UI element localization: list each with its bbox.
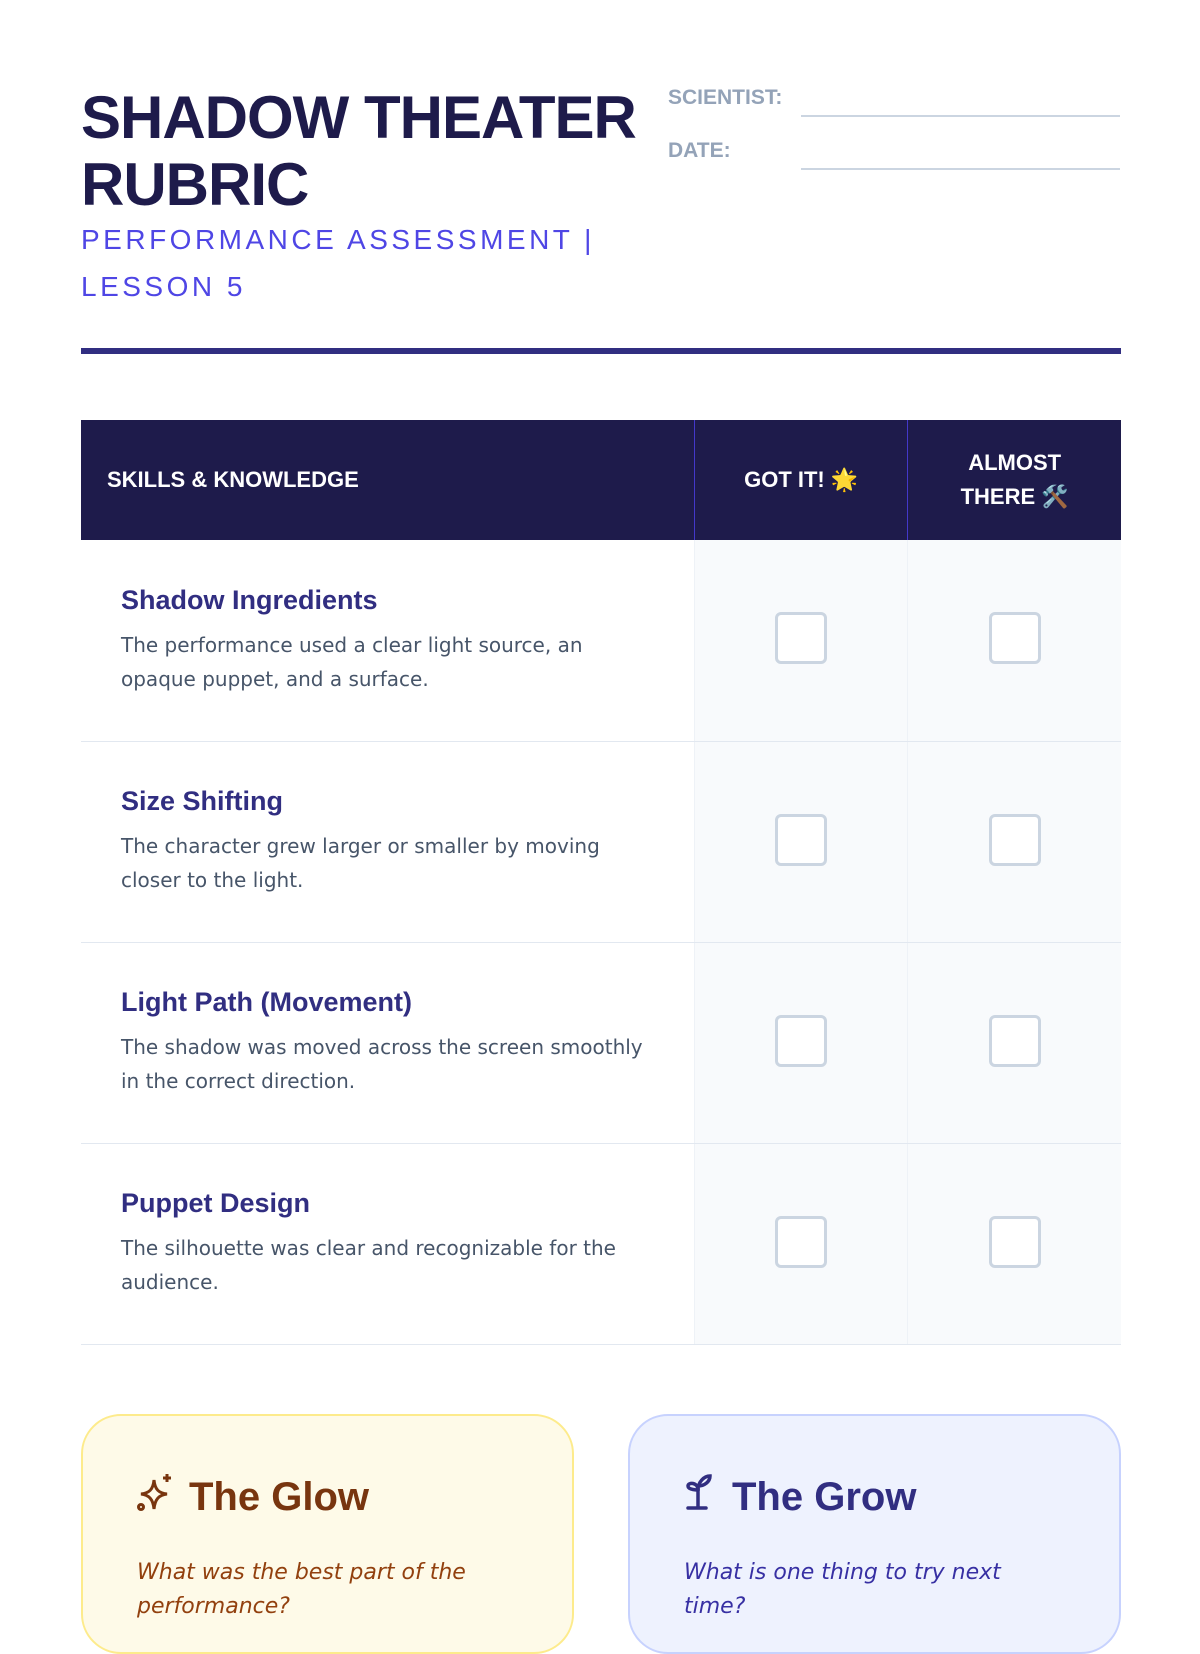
scientist-field[interactable]: SCIENTIST: — [668, 86, 1120, 117]
table-row: Shadow Ingredients The performance used a… — [81, 540, 1121, 742]
date-label: DATE: — [668, 139, 731, 162]
scientist-label: SCIENTIST: — [668, 86, 783, 109]
criterion-description: The character grew larger or smaller by … — [121, 834, 600, 892]
sparkles-icon — [137, 1472, 175, 1522]
header-divider — [81, 348, 1121, 354]
glow-prompt: What was the best part of the performanc… — [137, 1560, 466, 1619]
glow-card: The Glow What was the best part of the p… — [81, 1414, 574, 1654]
rubric-table: SKILLS & KNOWLEDGE GOT IT! 🌟 ALMOST THER… — [81, 420, 1121, 1345]
criterion-description: The silhouette was clear and recognizabl… — [121, 1236, 616, 1294]
criterion-name: Shadow Ingredients — [121, 584, 378, 615]
got-it-checkbox[interactable] — [775, 612, 828, 665]
got-it-checkbox[interactable] — [775, 813, 828, 866]
glow-title: The Glow — [189, 1474, 369, 1519]
header-almost-there: ALMOST THERE 🛠️ — [907, 420, 1121, 540]
got-it-checkbox[interactable] — [775, 1014, 828, 1067]
page-title: Shadow Theater Rubric — [81, 84, 637, 218]
criterion-name: Size Shifting — [121, 786, 283, 816]
date-input-line[interactable] — [801, 168, 1120, 170]
almost-there-checkbox[interactable] — [988, 813, 1041, 866]
table-row: Size Shifting The character grew larger o… — [81, 741, 1121, 943]
criterion-description: The performance used a clear light sourc… — [121, 632, 583, 691]
criterion-name: Puppet Design — [121, 1188, 311, 1218]
scientist-input-line[interactable] — [801, 115, 1120, 117]
page-subtitle: PERFORMANCE ASSESSMENT | LESSON 5 — [81, 224, 595, 302]
grow-title: The Grow — [732, 1474, 917, 1519]
table-row: Light Path (Movement) The shadow was move… — [81, 942, 1121, 1144]
almost-there-checkbox[interactable] — [988, 1014, 1041, 1067]
header-got-it: GOT IT! 🌟 — [694, 420, 908, 540]
date-field[interactable]: DATE: — [668, 139, 1120, 170]
got-it-checkbox[interactable] — [775, 1215, 828, 1268]
criterion-name: Light Path (Movement) — [121, 987, 412, 1017]
sprout-icon — [684, 1472, 718, 1522]
criterion-description: The shadow was moved across the screen s… — [121, 1035, 643, 1093]
grow-prompt: What is one thing to try next time? — [684, 1560, 1001, 1619]
table-row: Puppet Design The silhouette was clear an… — [81, 1143, 1121, 1345]
almost-there-checkbox[interactable] — [988, 612, 1041, 665]
header-skills: SKILLS & KNOWLEDGE — [81, 420, 695, 540]
almost-there-checkbox[interactable] — [988, 1215, 1041, 1268]
grow-card: The Grow What is one thing to try next t… — [628, 1414, 1121, 1654]
